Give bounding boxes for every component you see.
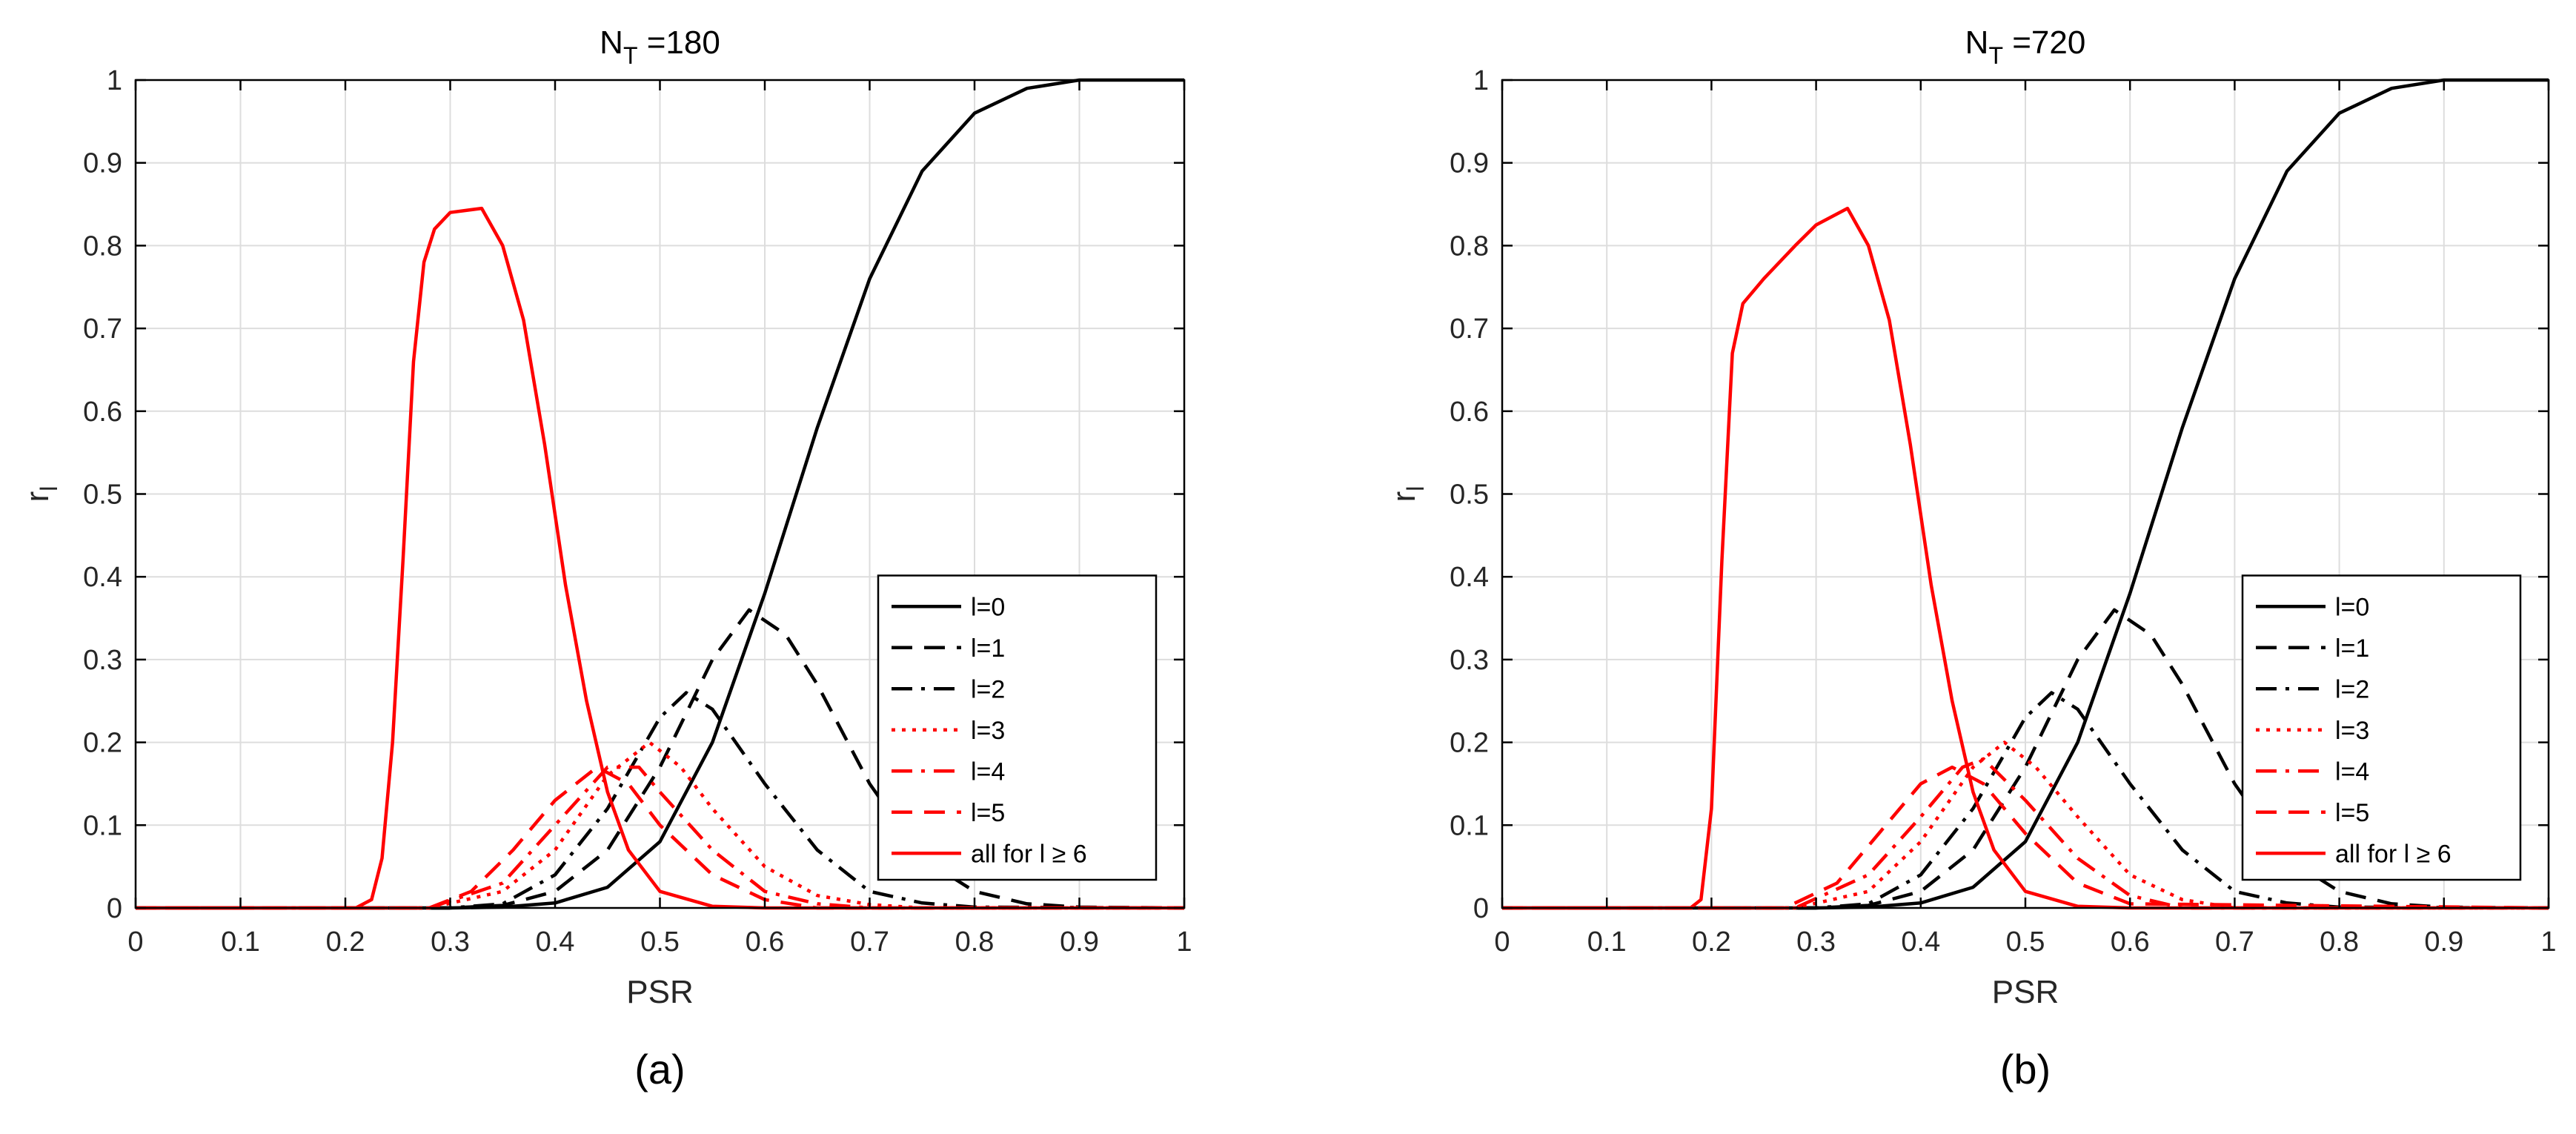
panel-caption: (a) [634, 1046, 685, 1092]
x-tick-label: 1 [1176, 926, 1192, 958]
x-tick-label: 0.2 [326, 926, 365, 958]
x-tick-label: 0.4 [536, 926, 575, 958]
legend-label: l=5 [2335, 799, 2369, 827]
y-tick-label: 0.3 [83, 645, 122, 676]
y-tick-label: 0.5 [1450, 480, 1489, 511]
x-tick-label: 0.1 [1587, 926, 1627, 958]
legend-label: l=0 [971, 593, 1005, 621]
legend-box [2241, 574, 2522, 881]
legend-label: l=1 [971, 634, 1005, 663]
x-tick-label: 0.9 [2424, 926, 2463, 958]
chart-title: NT =720 [1965, 24, 2086, 69]
x-tick-label: 0.6 [746, 926, 785, 958]
chart-title: NT =180 [600, 24, 720, 69]
y-tick-label: 0.7 [1450, 314, 1489, 345]
y-tick-label: 0.9 [1450, 148, 1489, 179]
legend-label: l=3 [2335, 717, 2369, 745]
series-line-l-5 [136, 765, 1184, 910]
y-tick-label: 0.4 [83, 562, 122, 593]
y-tick-label: 1 [1473, 65, 1489, 96]
y-tick-label: 0 [1473, 893, 1489, 924]
series-line-all-for-l-6 [136, 206, 1184, 910]
legend-label: l=4 [971, 757, 1005, 786]
y-axis-label: rl [1386, 486, 1429, 503]
y-tick-label: 0.6 [1450, 397, 1489, 428]
chart-panel-1: 0 0.1 0.2 0.3 0.4 0.5 0.6 0.7 0.8 0.9 1 0 0.1 0.2 0.3 0… [19, 24, 1192, 1092]
x-axis-label: PSR [626, 974, 693, 1010]
y-tick-label: 0.7 [83, 314, 122, 345]
y-tick-label: 0.3 [1450, 645, 1489, 676]
series-line-l-4 [1502, 757, 2549, 910]
x-tick-label: 1 [2540, 926, 2556, 958]
x-tick-label: 0.4 [1901, 926, 1940, 958]
y-tick-label: 0.1 [83, 810, 122, 841]
x-tick-label: 0.9 [1060, 926, 1099, 958]
y-tick-label: 0.2 [1450, 728, 1489, 759]
series-line-l-0 [136, 78, 1184, 910]
legend-label: all for l ≥ 6 [2335, 840, 2451, 868]
x-tick-label: 0.6 [2111, 926, 2150, 958]
legend-label: l=4 [2335, 757, 2369, 786]
x-tick-label: 0.3 [431, 926, 470, 958]
series-line-all-for-l-6 [1502, 206, 2549, 910]
x-tick-label: 0.5 [640, 926, 680, 958]
legend-label: l=2 [2335, 675, 2369, 703]
y-tick-label: 0.6 [83, 397, 122, 428]
legend-box [877, 574, 1158, 881]
legend: l=0 l=1 l=2 l=3 l=4 l=5 all for l ≥ 6 [877, 574, 1158, 881]
x-axis-label: PSR [1992, 974, 2059, 1010]
x-tick-label: 0.1 [221, 926, 260, 958]
y-tick-label: 0.5 [83, 480, 122, 511]
x-tick-label: 0 [1494, 926, 1510, 958]
legend-label: l=0 [2335, 593, 2369, 621]
legend-label: l=1 [2335, 634, 2369, 663]
series-line-l-1 [1502, 608, 2549, 910]
y-tick-label: 0.1 [1450, 810, 1489, 841]
y-tick-label: 0.2 [83, 728, 122, 759]
y-tick-label: 0.4 [1450, 562, 1489, 593]
legend-label: all for l ≥ 6 [971, 840, 1087, 868]
y-tick-label: 0.8 [1450, 231, 1489, 262]
panel-caption: (b) [2000, 1046, 2051, 1092]
x-tick-label: 0.5 [2006, 926, 2045, 958]
y-tick-label: 0.8 [83, 231, 122, 262]
series-line-l-1 [136, 608, 1185, 910]
legend: l=0 l=1 l=2 l=3 l=4 l=5 all for l ≥ 6 [2241, 574, 2522, 881]
x-tick-label: 0.8 [2320, 926, 2359, 958]
x-tick-label: 0 [127, 926, 143, 958]
legend-label: l=3 [971, 717, 1005, 745]
x-tick-label: 0.7 [850, 926, 889, 958]
y-tick-label: 0.9 [83, 148, 122, 179]
x-tick-label: 0.8 [955, 926, 995, 958]
chart-panel-2: 0 0.1 0.2 0.3 0.4 0.5 0.6 0.7 0.8 0.9 1 0 0.1 0.2 0.3 0… [1386, 24, 2557, 1092]
legend-label: l=2 [971, 675, 1005, 703]
x-tick-label: 0.2 [1692, 926, 1731, 958]
series-line-l-0 [1502, 78, 2549, 910]
series-line-l-5 [1502, 765, 2549, 910]
x-tick-label: 0.7 [2215, 926, 2254, 958]
series-line-l-4 [136, 765, 1184, 910]
legend-label: l=5 [971, 799, 1005, 827]
y-tick-label: 0 [107, 893, 122, 924]
y-tick-label: 1 [107, 65, 122, 96]
series-line-l-3 [1502, 740, 2549, 910]
x-tick-label: 0.3 [1796, 926, 1836, 958]
y-axis-label: rl [19, 486, 62, 503]
